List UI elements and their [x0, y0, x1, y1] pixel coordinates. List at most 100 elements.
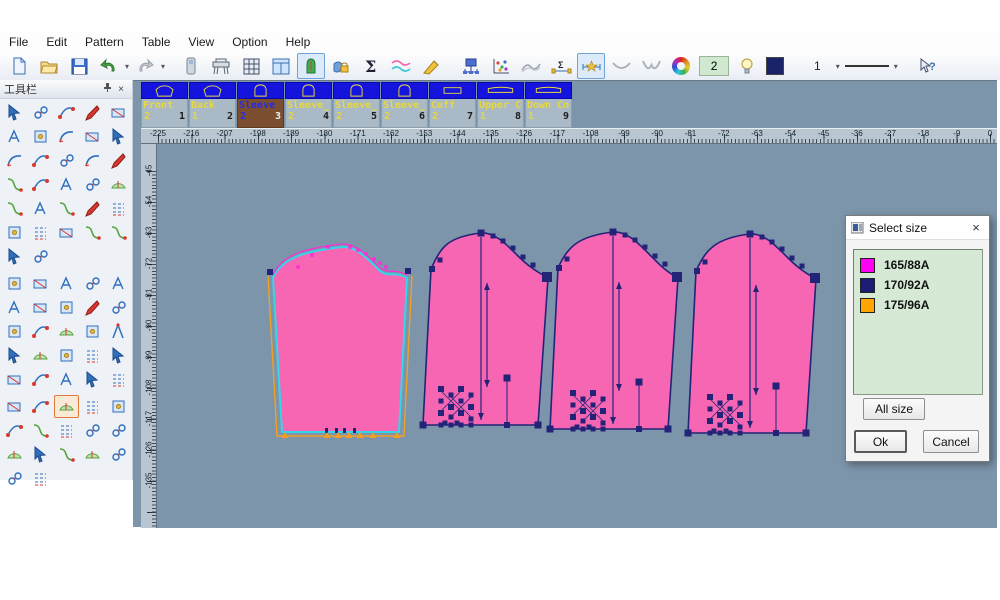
brush-clean-icon[interactable]: [417, 53, 445, 79]
pattern-outline-tool-icon[interactable]: [2, 272, 27, 295]
mitten-tool-icon[interactable]: [80, 320, 105, 343]
tool-palette-titlebar[interactable]: 工具栏 ×: [0, 80, 132, 99]
sum-measure-icon[interactable]: Σ: [357, 53, 385, 79]
hem-curve-tool-icon[interactable]: [28, 419, 53, 442]
menu-option[interactable]: Option: [232, 34, 268, 49]
smart-curve-tool-icon[interactable]: [2, 125, 27, 148]
measure-device-icon[interactable]: [177, 53, 205, 79]
pattern-window-icon[interactable]: [267, 53, 295, 79]
plotter-icon[interactable]: [207, 53, 235, 79]
fabric-stack-tool-icon[interactable]: [106, 368, 131, 391]
curve-compare-icon[interactable]: [387, 53, 415, 79]
radial-arc-tool-icon[interactable]: [106, 419, 131, 442]
point-move-tool-icon[interactable]: [80, 125, 105, 148]
curve-chart-icon[interactable]: [517, 53, 545, 79]
size-row-165-88a[interactable]: 165/88A: [858, 255, 978, 275]
pattern-point-tool-icon[interactable]: [106, 272, 131, 295]
curve-shallow-icon[interactable]: [607, 53, 635, 79]
seam-corner-tool-icon[interactable]: [2, 419, 27, 442]
mound-tool-icon[interactable]: [2, 221, 27, 244]
pin-icon[interactable]: [100, 82, 114, 96]
angle-measure-tool-icon[interactable]: [106, 443, 131, 466]
pattern-tab-sleeve-4[interactable]: Sleeve_ 2 4: [285, 82, 332, 128]
sleeve-piece-3[interactable]: [546, 228, 683, 433]
close-icon[interactable]: ×: [118, 83, 124, 95]
line-width-dropdown[interactable]: ▾: [835, 61, 840, 71]
line-color-swatch[interactable]: [766, 57, 785, 75]
help-cursor-icon[interactable]: ?: [913, 53, 941, 79]
menu-file[interactable]: File: [9, 34, 29, 49]
segment-star-icon[interactable]: [577, 53, 606, 79]
pattern-tab-sleeve-5[interactable]: Sleeve_ 2 5: [333, 82, 380, 128]
color-wheel-icon[interactable]: [667, 53, 695, 79]
chain-link-tool-icon[interactable]: [28, 245, 53, 268]
pattern-piece-icon[interactable]: [297, 53, 326, 79]
ok-button[interactable]: Ok: [854, 430, 907, 453]
notch-mark-tool-icon[interactable]: [53, 395, 79, 418]
plot-preview-icon[interactable]: [457, 53, 485, 79]
piece-overlap-tool-icon[interactable]: [80, 395, 105, 418]
snip-tool-icon[interactable]: [2, 173, 27, 196]
comet-pen-tool-icon[interactable]: [80, 173, 105, 196]
set-square-tool-icon[interactable]: [28, 197, 53, 220]
size-row-175-96a[interactable]: 175/96A: [858, 295, 978, 315]
arc-tool-icon[interactable]: [2, 149, 27, 172]
pencil-tool-icon[interactable]: [80, 101, 105, 124]
fold-fabric-tool-icon[interactable]: [2, 320, 27, 343]
line-style-dropdown[interactable]: ▾: [893, 61, 898, 71]
cancel-button[interactable]: Cancel: [923, 430, 979, 453]
corner-node-tool-icon[interactable]: [2, 368, 27, 391]
eraser-tool-icon[interactable]: [106, 101, 131, 124]
sleeve-piece-2[interactable]: [419, 229, 553, 429]
path-flag-tool-icon[interactable]: [28, 368, 53, 391]
axis-cross-tool-icon[interactable]: [28, 173, 53, 196]
protractor-tool-icon[interactable]: [106, 173, 131, 196]
bezier-edit-tool-icon[interactable]: [28, 101, 53, 124]
new-document-icon[interactable]: [5, 53, 33, 79]
mannequin-tool-icon[interactable]: [28, 344, 53, 367]
pattern-tab-down-co-9[interactable]: Down Co 1 9: [525, 82, 572, 128]
drape-tool-icon[interactable]: [80, 344, 105, 367]
seam-red-tool-icon[interactable]: [28, 296, 53, 319]
seam-green-tool-icon[interactable]: [106, 296, 131, 319]
menu-view[interactable]: View: [188, 34, 215, 49]
pattern-tab-back-2[interactable]: Back 1 2: [189, 82, 236, 128]
curve-point-tool-icon[interactable]: [54, 101, 79, 124]
size-list[interactable]: 165/88A 170/92A 175/96A: [853, 249, 983, 395]
pleat-tool-icon[interactable]: [28, 221, 53, 244]
menu-help[interactable]: Help: [285, 34, 311, 49]
bracket-swap-tool-icon[interactable]: [28, 395, 53, 418]
select-tool-icon[interactable]: [2, 101, 27, 124]
spectacles-tool-icon[interactable]: [106, 149, 131, 172]
spiral-tool-icon[interactable]: [80, 221, 105, 244]
slash-cut-tool-icon[interactable]: [80, 443, 105, 466]
segment-sum-icon[interactable]: Σ: [547, 53, 575, 79]
wave-fabric-tool-icon[interactable]: [106, 344, 131, 367]
save-icon[interactable]: [65, 53, 93, 79]
menu-table[interactable]: Table: [141, 34, 171, 49]
pocket-copy-tool-icon[interactable]: [80, 419, 105, 442]
t-square-tool-icon[interactable]: [106, 221, 131, 244]
line-connect-tool-icon[interactable]: [28, 125, 53, 148]
fabric-swatch-tool-icon[interactable]: [80, 272, 105, 295]
dialog-close-icon[interactable]: ×: [972, 220, 980, 235]
boot-tool-icon[interactable]: [54, 320, 79, 343]
pattern-tab-cuff-7[interactable]: Cuff 2 7: [429, 82, 476, 128]
angle-arc-tool-icon[interactable]: [28, 149, 53, 172]
s-curve-tool-icon[interactable]: [80, 368, 105, 391]
node-frame-tool-icon[interactable]: [2, 395, 27, 418]
curve-deep-icon[interactable]: [637, 53, 665, 79]
funnel-tool-icon[interactable]: [54, 197, 79, 220]
redo-icon[interactable]: [131, 53, 159, 79]
all-size-button[interactable]: All size: [863, 398, 925, 420]
undo-icon-dropdown[interactable]: ▾: [125, 61, 130, 71]
bow-tie-tool-icon[interactable]: [54, 125, 79, 148]
lock-tool-icon[interactable]: [327, 53, 355, 79]
fabric-circle-tool-icon[interactable]: [28, 320, 53, 343]
width-measure-tool-icon[interactable]: [80, 296, 105, 319]
size-row-170-92a[interactable]: 170/92A: [858, 275, 978, 295]
symmetry-tool-icon[interactable]: [28, 467, 53, 490]
shirt-overlay-tool-icon[interactable]: [2, 344, 27, 367]
pattern-tab-front-1[interactable]: Front 2 1: [141, 82, 188, 128]
